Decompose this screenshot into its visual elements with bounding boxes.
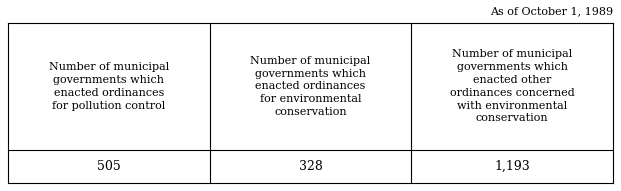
Text: Number of municipal
governments which
enacted ordinances
for environmental
conse: Number of municipal governments which en… [250, 56, 371, 117]
Text: Number of municipal
governments which
enacted ordinances
for pollution control: Number of municipal governments which en… [49, 62, 169, 111]
Text: 505: 505 [97, 160, 120, 173]
Text: 328: 328 [299, 160, 322, 173]
Text: Number of municipal
governments which
enacted other
ordinances concerned
with en: Number of municipal governments which en… [450, 49, 574, 123]
Text: 1,193: 1,193 [494, 160, 530, 173]
Text: As of October 1, 1989: As of October 1, 1989 [490, 6, 613, 16]
